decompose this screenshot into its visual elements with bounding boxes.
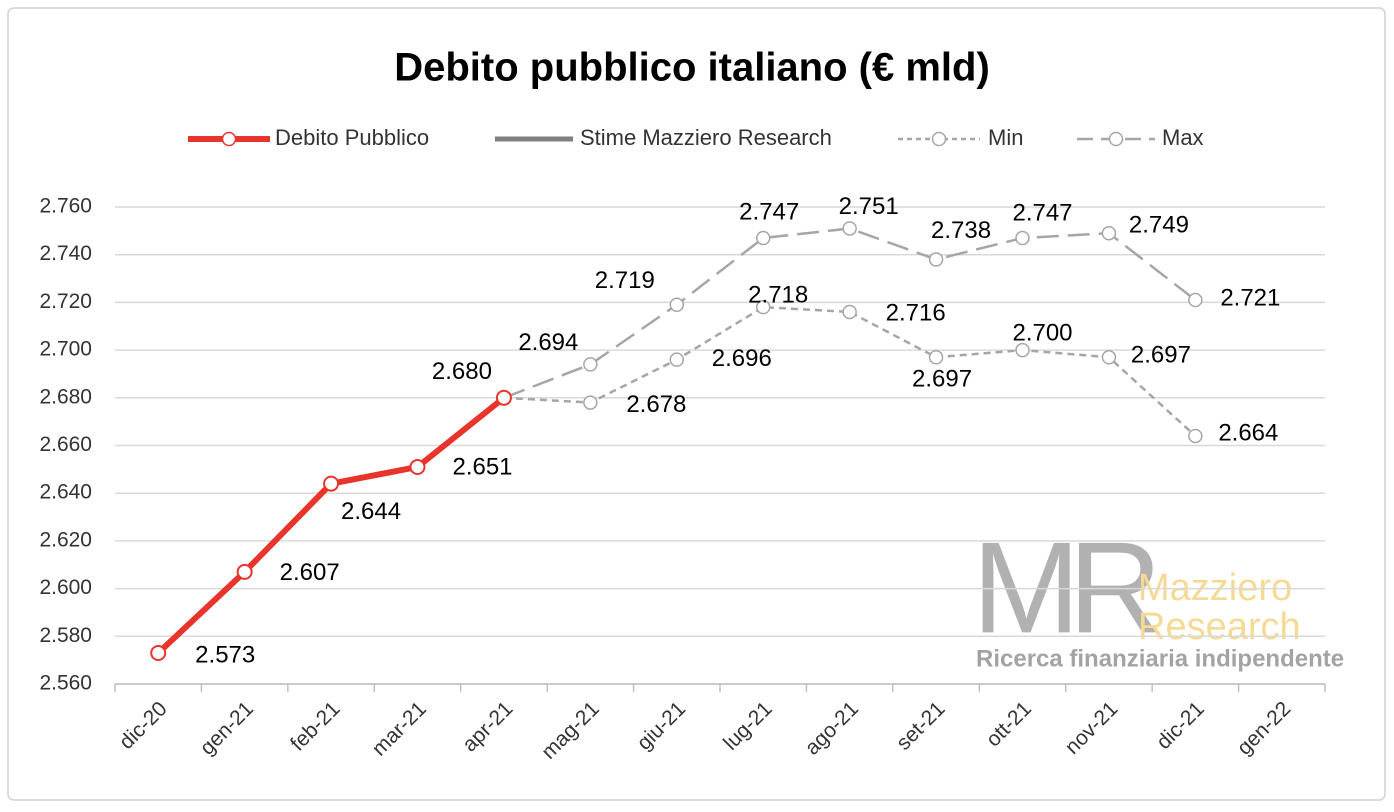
data-label: 2.697 xyxy=(912,366,972,393)
data-point xyxy=(1101,225,1117,241)
data-label: 2.721 xyxy=(1220,284,1280,311)
data-label: 2.680 xyxy=(432,358,492,385)
y-tick-label: 2.560 xyxy=(39,672,92,695)
data-label: 2.694 xyxy=(518,329,578,356)
y-tick-label: 2.660 xyxy=(39,433,92,456)
data-label: 2.718 xyxy=(748,282,808,309)
data-point xyxy=(755,230,771,246)
data-point xyxy=(1015,230,1030,246)
data-label: 2.751 xyxy=(839,193,899,220)
chart-frame xyxy=(7,7,1386,801)
data-point xyxy=(583,395,598,410)
data-point xyxy=(1188,292,1203,308)
y-tick-label: 2.580 xyxy=(39,624,92,647)
y-tick-label: 2.740 xyxy=(39,242,92,265)
data-point xyxy=(669,297,685,313)
data-label: 2.749 xyxy=(1129,212,1189,239)
data-label: 2.738 xyxy=(931,217,991,244)
data-label: 2.678 xyxy=(626,391,686,418)
data-point xyxy=(928,350,944,365)
data-label: 2.747 xyxy=(739,198,799,225)
data-label: 2.716 xyxy=(886,299,946,326)
data-label: 2.651 xyxy=(452,453,512,480)
data-label: 2.719 xyxy=(595,267,655,294)
data-point xyxy=(1101,350,1117,365)
data-point xyxy=(928,252,944,267)
y-tick-label: 2.760 xyxy=(39,195,92,218)
data-label: 2.697 xyxy=(1131,342,1191,369)
data-point xyxy=(842,221,857,236)
data-point xyxy=(150,644,167,661)
data-label: 2.747 xyxy=(1012,199,1072,226)
data-label: 2.644 xyxy=(341,498,401,525)
watermark-tagline: Ricerca finanziaria indipendente xyxy=(976,645,1344,672)
data-label: 2.700 xyxy=(1012,319,1072,346)
data-point xyxy=(842,304,857,320)
series-line xyxy=(503,305,1197,437)
data-point xyxy=(323,475,340,492)
y-tick-label: 2.720 xyxy=(39,290,92,313)
data-point xyxy=(1188,428,1203,444)
data-point xyxy=(583,357,598,372)
y-tick-label: 2.680 xyxy=(39,385,92,408)
watermark: MR Mazziero Research Ricerca finanziaria… xyxy=(972,514,1344,672)
data-label: 2.696 xyxy=(712,345,772,372)
data-point xyxy=(409,458,426,475)
legend-marker xyxy=(221,131,237,147)
data-point xyxy=(669,352,685,367)
y-tick-label: 2.700 xyxy=(39,338,92,361)
watermark-name: Research xyxy=(1138,606,1301,648)
watermark-logo: MR xyxy=(972,514,1156,660)
legend-marker xyxy=(1108,131,1124,147)
data-point xyxy=(755,299,771,315)
data-label: 2.664 xyxy=(1218,419,1278,446)
legend-label: Min xyxy=(988,125,1023,150)
legend-label: Max xyxy=(1162,125,1204,150)
legend-marker xyxy=(931,131,947,147)
data-point xyxy=(495,389,512,406)
data-point xyxy=(236,563,253,580)
data-label: 2.607 xyxy=(280,559,340,586)
legend-label: Debito Pubblico xyxy=(275,125,429,150)
chart-title: Debito pubblico italiano (€ mld) xyxy=(394,46,990,90)
data-point xyxy=(1015,342,1030,358)
legend-label: Stime Mazziero Research xyxy=(580,125,832,150)
data-label: 2.573 xyxy=(195,641,255,668)
y-tick-label: 2.620 xyxy=(39,528,92,551)
y-tick-label: 2.600 xyxy=(39,576,92,599)
y-tick-label: 2.640 xyxy=(39,481,92,504)
